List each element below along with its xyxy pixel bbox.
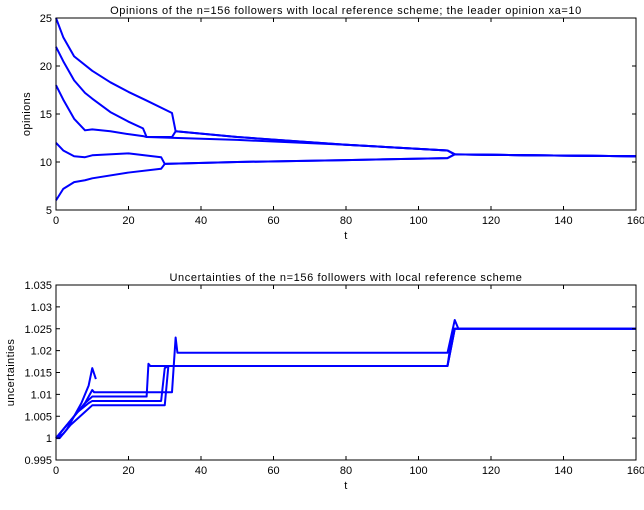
chart-1: 0 20 40 60 80 100 120 140 160 5 10 15 20 25 Opinions o… <box>21 5 644 242</box>
x-tick-label: 140 <box>554 465 572 477</box>
x-tick-label: 20 <box>122 215 134 227</box>
y-tick-label: 1.015 <box>24 368 52 380</box>
chart-title: Opinions of the n=156 followers with loc… <box>110 5 582 17</box>
series-line-1 <box>55 319 636 439</box>
x-tick-label: 140 <box>554 215 572 227</box>
y-tick-label: 20 <box>40 61 52 73</box>
x-tick-label: 100 <box>409 465 427 477</box>
x-tick-label: 80 <box>340 215 352 227</box>
y-tick-label: 5 <box>46 205 52 217</box>
series-line-5 <box>55 153 637 201</box>
x-tick-label: 80 <box>340 465 352 477</box>
x-tick-label: 40 <box>195 465 207 477</box>
x-tick-label: 60 <box>267 215 279 227</box>
y-axis-label: opinions <box>21 92 33 136</box>
series-line-2 <box>55 46 637 158</box>
x-tick-label: 40 <box>195 215 207 227</box>
x-axis-label: t <box>344 230 347 242</box>
y-tick-label: 15 <box>40 109 52 121</box>
x-tick-label: 0 <box>53 465 59 477</box>
x-tick-label: 120 <box>482 465 500 477</box>
x-tick-label: 160 <box>627 465 644 477</box>
x-tick-label: 0 <box>53 215 59 227</box>
y-tick-label: 10 <box>40 157 52 169</box>
x-axis-label: t <box>344 480 347 492</box>
series-line-4 <box>55 327 636 439</box>
y-tick-label: 1.02 <box>31 346 52 358</box>
x-tick-label: 120 <box>482 215 500 227</box>
series-line-3 <box>55 327 636 439</box>
y-tick-label: 1.01 <box>31 389 52 401</box>
x-tick-label: 20 <box>122 465 134 477</box>
y-tick-label: 1.005 <box>24 411 52 423</box>
series-line-5 <box>56 367 97 440</box>
x-tick-label: 60 <box>267 465 279 477</box>
chart-title: Uncertainties of the n=156 followers wit… <box>170 272 523 284</box>
chart-2: 0 20 40 60 80 100 120 140 160 0.995 1 1.005 1.01 1.01… <box>5 272 644 492</box>
x-tick-label: 100 <box>409 215 427 227</box>
y-tick-label: 25 <box>40 13 52 25</box>
y-tick-label: 1.035 <box>24 280 52 292</box>
y-axis-label: uncertainties <box>5 339 17 407</box>
plot-frame <box>55 17 637 211</box>
y-tick-label: 1.03 <box>31 302 52 314</box>
y-tick-label: 1.025 <box>24 324 52 336</box>
x-tick-label: 160 <box>627 215 644 227</box>
y-tick-label: 1 <box>46 433 52 445</box>
plot-frame <box>55 284 637 461</box>
series-line-2 <box>55 327 636 439</box>
series-line-3 <box>55 84 637 158</box>
y-tick-label: 0.995 <box>24 455 52 467</box>
